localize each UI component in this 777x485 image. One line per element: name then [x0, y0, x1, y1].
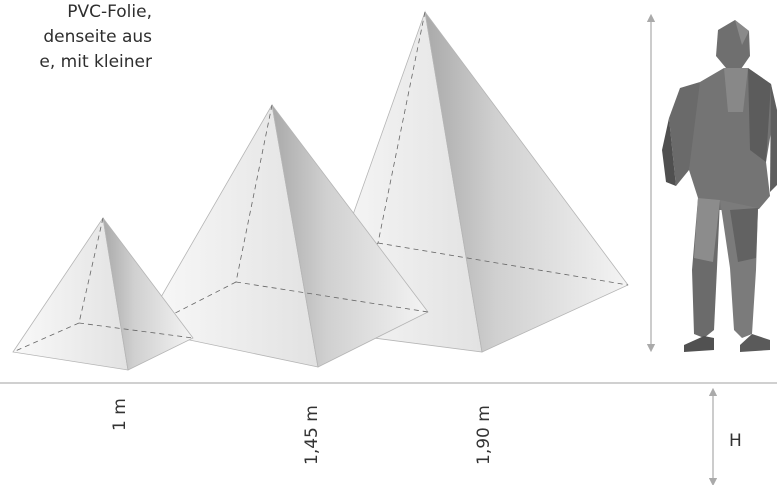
- description-line-2: denseite aus: [43, 27, 152, 47]
- description-line-3: e, mit kleiner: [39, 52, 152, 72]
- pyramid-medium: [141, 103, 429, 368]
- pyramid-medium-hidden-edges: [141, 104, 429, 331]
- description-text: PVC-Folie, denseite aus e, mit kleiner: [0, 0, 152, 75]
- pyramid-small: [12, 216, 194, 371]
- height-label: H: [729, 431, 742, 451]
- pyramid-medium-right-face: [271, 104, 429, 368]
- size-label-small: 1 m: [110, 398, 130, 431]
- description-line-1: PVC-Folie,: [67, 2, 152, 22]
- pyramid-small-hidden-edges: [12, 217, 194, 353]
- pyramid-large-right-face: [424, 11, 629, 353]
- person-silhouette: [662, 20, 777, 352]
- pyramid-small-right-face: [102, 217, 194, 371]
- size-label-large: 1,90 m: [474, 405, 494, 465]
- size-label-medium: 1,45 m: [302, 405, 322, 465]
